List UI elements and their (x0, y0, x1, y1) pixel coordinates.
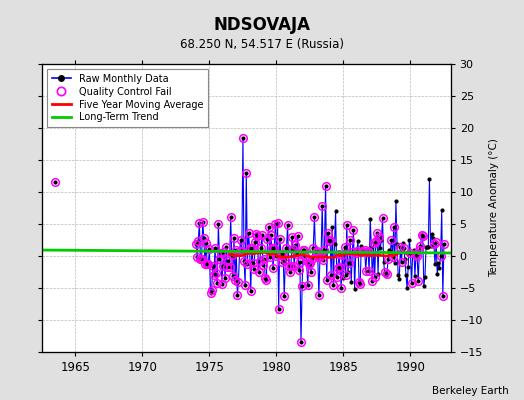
Text: Berkeley Earth: Berkeley Earth (432, 386, 508, 396)
Legend: Raw Monthly Data, Quality Control Fail, Five Year Moving Average, Long-Term Tren: Raw Monthly Data, Quality Control Fail, … (47, 69, 208, 127)
Text: NDSOVAJA: NDSOVAJA (213, 16, 311, 34)
Y-axis label: Temperature Anomaly (°C): Temperature Anomaly (°C) (488, 138, 499, 278)
Text: 68.250 N, 54.517 E (Russia): 68.250 N, 54.517 E (Russia) (180, 38, 344, 51)
